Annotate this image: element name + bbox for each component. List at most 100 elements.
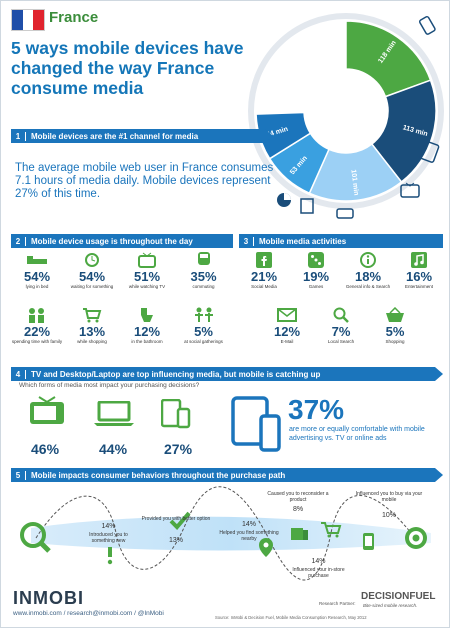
donut-segment (255, 111, 312, 160)
section-arrow (435, 468, 443, 482)
section-arrow (265, 129, 273, 143)
section-1-body: The average mobile web user in France co… (15, 162, 274, 200)
envelope-icon (261, 306, 313, 324)
activities-grid: 21% Social Media 19% Games 18% General i… (239, 251, 443, 363)
laptop-pct: 44% (99, 441, 128, 457)
tv-icon (400, 182, 420, 198)
bed-icon (11, 251, 63, 269)
activity-stat: 18% General info & Search (343, 251, 393, 290)
section-title: Mobile media activities (259, 236, 347, 246)
country-label: France (49, 9, 99, 26)
mobile-pct: 27% (164, 441, 193, 457)
section-title: Mobile impacts consumer behaviors throug… (31, 470, 286, 480)
footer-links[interactable]: www.inmobi.com / research@inmobi.com / @… (13, 610, 164, 617)
section-1-header: 1 Mobile devices are the #1 channel for … (11, 129, 265, 143)
tablet-icon (419, 140, 440, 163)
usage-stat: 22% spending time with family (11, 306, 63, 345)
step-label: Caused you to reconsider a product (267, 491, 329, 503)
facebook-icon (239, 251, 289, 269)
activity-stat: 16% Entertainment (395, 251, 443, 290)
step-pct: 8% (292, 506, 304, 513)
step-pct: 13% (168, 537, 183, 544)
section-title: Mobile devices are the #1 channel for me… (31, 131, 199, 141)
train-icon (176, 251, 231, 269)
step-pct: 14% (241, 521, 256, 528)
info-icon (343, 251, 393, 269)
step-pct: 10% (381, 512, 396, 519)
activity-stat: 12% E-Mail (261, 306, 313, 345)
section-title: TV and Desktop/Laptop are top influencin… (31, 369, 321, 379)
section-4-header: 4 TV and Desktop/Laptop are top influenc… (11, 367, 435, 381)
step-label: Influenced you to buy via your mobile (355, 491, 423, 503)
activity-stat: 21% Social Media (239, 251, 289, 290)
magnifier-icon (315, 306, 367, 324)
section-3-header: 3 Mobile media activities (239, 234, 443, 248)
section-number: 4 (11, 369, 26, 379)
section-arrow (435, 367, 443, 381)
pie-icon (277, 193, 291, 207)
section-title: Mobile device usage is throughout the da… (31, 236, 193, 246)
laptop-icon (94, 401, 134, 426)
section-2-header: 2 Mobile device usage is throughout the … (11, 234, 233, 248)
newspaper-icon (300, 198, 314, 214)
section-number: 2 (11, 236, 26, 246)
activity-stat: 19% Games (291, 251, 341, 290)
step-pct: 14% (311, 558, 326, 565)
decisionfuel-logo: DECISIONFUEL (361, 591, 436, 602)
section-4-question: Which forms of media most impact your pu… (19, 382, 200, 389)
step-label: Influenced your in-store purchase (292, 567, 345, 579)
dice-icon (291, 251, 341, 269)
party-icon (176, 306, 231, 324)
usage-stat: 35% commuting (176, 251, 231, 290)
box-icon (291, 528, 308, 540)
tv-pct: 46% (31, 441, 60, 457)
page-title: 5 ways mobile devices have changed the w… (11, 38, 244, 98)
decisionfuel-tagline: Bite-sized mobile research. (363, 603, 418, 608)
toilet-icon (121, 306, 173, 324)
tablet-and-phone-icon (231, 396, 281, 452)
usage-stat: 5% at social gatherings (176, 306, 231, 345)
checkmark-icon (169, 511, 191, 530)
france-flag-icon (11, 9, 45, 31)
activity-stat: 7% Local Search (315, 306, 367, 345)
step-label: Provided you with better option (141, 516, 211, 522)
cart-icon (321, 522, 342, 538)
inmobi-logo: INMOBI (13, 588, 84, 608)
radio-icon (336, 208, 354, 219)
usage-stat: 54% waiting for something (66, 251, 118, 290)
exclamation-icon (107, 547, 113, 565)
section-number: 5 (11, 470, 26, 480)
tv-icon (121, 251, 173, 269)
tablet-phone-icon (161, 399, 191, 429)
usage-stat: 13% while shopping (66, 306, 118, 345)
phone-icon (418, 15, 436, 35)
section-5-header: 5 Mobile impacts consumer behaviors thro… (11, 468, 435, 482)
magnifier-icon (20, 522, 51, 553)
step-label: Introduced you to something new (89, 532, 128, 544)
comfort-pct: 37% (288, 394, 345, 425)
music-icon (395, 251, 443, 269)
activity-stat: 5% Shopping (369, 306, 421, 345)
comfort-text: are more or equally comfortable with mob… (289, 426, 425, 442)
mobile-dollar-icon (363, 533, 374, 550)
usage-stat: 54% lying in bed (11, 251, 63, 290)
tv-icon (30, 396, 64, 424)
section-number: 1 (11, 131, 26, 141)
location-pin-icon (259, 538, 273, 557)
step-pct: 14% (101, 523, 116, 530)
clock-icon (66, 251, 118, 269)
donut-label: 101 min (349, 169, 359, 196)
research-partner-label: Research Partner: (319, 601, 356, 606)
basket-icon (369, 306, 421, 324)
cart-icon (66, 306, 118, 324)
usage-stat: 12% in the bathroom (121, 306, 173, 345)
purchase-path-diagram (20, 486, 431, 581)
section-number: 3 (239, 236, 254, 246)
family-icon (11, 306, 63, 324)
usage-stat: 51% while watching TV (121, 251, 173, 290)
usage-grid: 54% lying in bed 54% waiting for somethi… (11, 251, 233, 363)
step-label: Helped you find something nearby (219, 530, 279, 542)
target-icon (405, 527, 427, 549)
